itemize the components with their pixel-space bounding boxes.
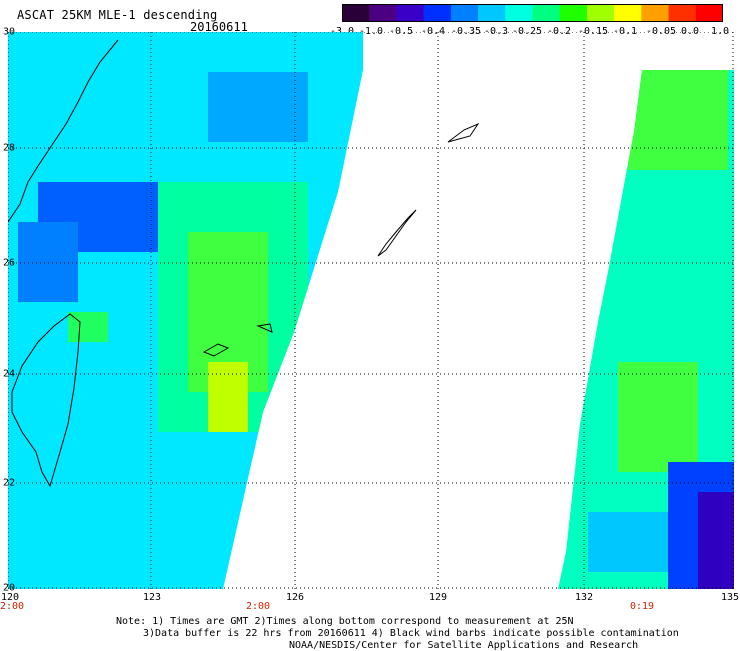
miyako-island — [256, 323, 273, 333]
taiwan-coastline — [11, 313, 81, 488]
grid-lines — [8, 32, 734, 589]
longitude-label: 135 — [720, 592, 740, 603]
coastlines — [8, 39, 480, 488]
color-scale-swatch — [586, 4, 615, 22]
right-swath-field — [558, 70, 734, 589]
latitude-label: 24 — [3, 368, 16, 380]
latitude-label: 20 — [3, 582, 16, 594]
swath-map — [8, 32, 734, 589]
latitude-label: 22 — [3, 477, 16, 489]
color-scale-label: -1.0 — [358, 26, 384, 37]
color-scale-swatch — [668, 4, 697, 22]
color-scale-label: -0.2 — [546, 26, 572, 37]
color-scale-swatch — [559, 4, 588, 22]
latitude-label: 28 — [3, 142, 16, 154]
latitude-label: 26 — [3, 257, 16, 269]
latitude-label: 30 — [3, 26, 16, 38]
color-scale-swatch — [423, 4, 452, 22]
color-scale-swatch — [505, 4, 533, 22]
ishigaki-island — [202, 343, 230, 357]
color-scale-swatch — [369, 4, 397, 22]
color-scale-label: -3.0 — [329, 26, 355, 37]
color-scale-bar — [342, 4, 723, 22]
color-scale-swatch — [478, 4, 506, 22]
longitude-label: 120 — [0, 592, 20, 603]
longitude-label: 129 — [428, 592, 448, 603]
color-scale-swatch — [641, 4, 670, 22]
color-scale-label: -0.35 — [450, 26, 482, 37]
swath-time-label: 2:00 — [245, 601, 271, 612]
color-scale-swatch — [396, 4, 425, 22]
longitude-label: 126 — [285, 592, 305, 603]
swath-time-label: 2:00 — [0, 601, 25, 612]
color-scale-label: 0.0 — [680, 26, 700, 37]
swath-time-label: 0:19 — [629, 601, 655, 612]
amami-island — [447, 122, 480, 143]
okinawa-coastline — [377, 209, 417, 257]
color-scale-swatch — [342, 4, 370, 22]
note-line-2: 3)Data buffer is 22 hrs from 20160611 4)… — [143, 628, 679, 639]
longitude-label: 123 — [142, 592, 162, 603]
product-date: 20160611 — [190, 20, 248, 34]
left-swath-field — [8, 32, 363, 589]
color-scale-swatch — [695, 4, 723, 22]
color-scale-swatch — [614, 4, 642, 22]
note-line-3: NOAA/NESDIS/Center for Satellite Applica… — [289, 640, 639, 651]
longitude-label: 132 — [574, 592, 594, 603]
color-scale-swatch — [450, 4, 479, 22]
color-scale-swatch — [532, 4, 561, 22]
product-title: ASCAT 25KM MLE-1 descending — [17, 8, 218, 22]
color-scale-label: -0.25 — [511, 26, 543, 37]
note-line-1: Note: 1) Times are GMT 2)Times along bot… — [116, 616, 574, 627]
china-coast — [8, 39, 119, 223]
